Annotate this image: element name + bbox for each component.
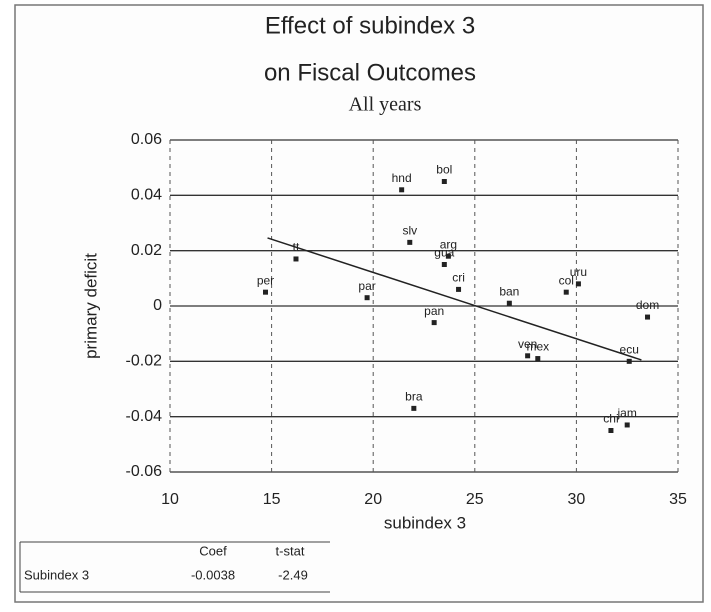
y-tick-label: 0 [153,297,162,314]
point [399,187,405,193]
point-label: uru [570,265,587,279]
point-label: slv [402,224,417,238]
point-label: dom [636,298,659,312]
x-tick-label: 10 [161,491,179,508]
x-tick-label: 15 [263,491,281,508]
point [563,289,569,295]
chart-title: Effect of subindex 3 [265,12,475,39]
point-label: cri [452,271,465,285]
point [525,353,531,359]
point [364,295,370,301]
point [626,358,632,364]
x-tick-label: 20 [364,491,382,508]
trend-line [267,237,642,361]
point-label: pan [424,304,444,318]
point-label: ecu [620,343,639,357]
point [407,239,413,245]
y-tick-label: 0.04 [131,187,162,204]
point-label: hnd [392,171,412,185]
point-label: gua [434,246,454,260]
point-label: mex [526,340,549,354]
y-axis-label: primary deficit [81,253,100,359]
chart-subtitle: All years [349,94,422,116]
point [445,253,451,259]
point [293,256,299,262]
point [535,356,541,362]
table-header: Coef [199,543,227,558]
point [431,320,437,326]
x-tick-label: 25 [466,491,484,508]
point-label: chi [603,412,618,426]
point [441,262,447,267]
point-label: per [257,273,274,287]
x-tick-label: 30 [568,491,586,508]
point [608,428,614,433]
y-tick-label: -0.04 [126,408,163,425]
point-label: col [559,273,574,287]
point-label: bol [436,163,452,177]
point [456,286,462,292]
point-label: ven [518,337,537,351]
point-label: arg [440,237,457,251]
point [441,179,447,184]
table-cell: Subindex 3 [24,567,89,582]
frame [14,4,704,603]
point-label: tt [293,240,300,254]
y-tick-label: -0.06 [126,463,163,480]
point [263,289,269,295]
point-label: ban [499,284,519,298]
table-header: t-stat [276,543,305,558]
table-cell: -0.0038 [191,567,235,582]
point [624,422,630,428]
table-cell: -2.49 [278,567,308,582]
y-tick-label: 0.06 [131,131,162,148]
point-label: jam [617,406,637,420]
point [575,281,581,287]
x-tick-label: 35 [669,491,687,508]
x-axis-label: subindex 3 [384,513,466,532]
y-tick-label: 0.02 [131,242,162,259]
point-label: par [358,279,375,293]
point [506,300,512,306]
point [411,405,417,411]
chart-subtitle: on Fiscal Outcomes [264,59,476,86]
point-label: bra [405,390,423,404]
y-tick-label: -0.02 [126,353,163,370]
point [645,314,651,320]
